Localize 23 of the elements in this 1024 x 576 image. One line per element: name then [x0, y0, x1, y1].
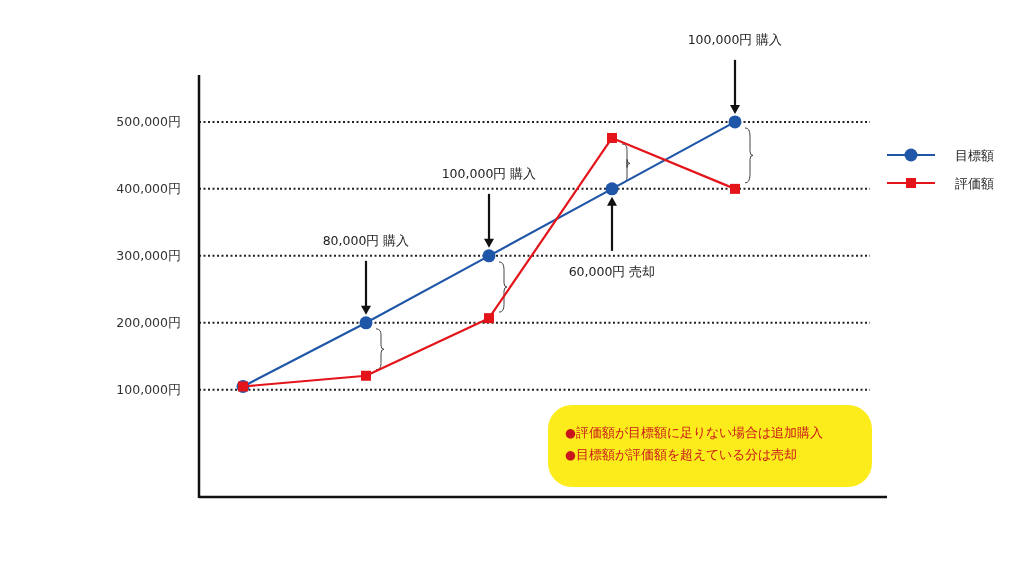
y-tick-label: 300,000円	[116, 248, 181, 264]
y-tick-label: 100,000円	[116, 382, 181, 398]
y-tick-label: 400,000円	[116, 181, 181, 197]
point	[361, 370, 371, 381]
annotation: 100,000円 購入	[441, 165, 537, 181]
legend-item: 評価額	[887, 175, 994, 191]
annotation: 80,000円 購入	[322, 232, 410, 248]
annotation: ●目標額が評価額を超えている分は売却	[565, 447, 797, 462]
point	[728, 115, 742, 129]
point	[482, 249, 496, 263]
legend-label: 目標額	[955, 147, 994, 163]
legend-item: 目標額	[887, 147, 994, 163]
y-tick-label: 500,000円	[116, 114, 181, 130]
y-tick-label: 200,000円	[116, 315, 181, 331]
annotation: ●評価額が目標額に足りない場合は追加購入	[565, 425, 823, 440]
legend-label: 評価額	[955, 175, 994, 191]
text: 100,000円 購入	[687, 31, 783, 47]
annotation: 60,000円 売却	[568, 263, 656, 279]
point	[605, 182, 619, 196]
point	[484, 313, 494, 324]
point	[359, 316, 373, 330]
point	[607, 132, 617, 143]
point	[730, 183, 740, 194]
